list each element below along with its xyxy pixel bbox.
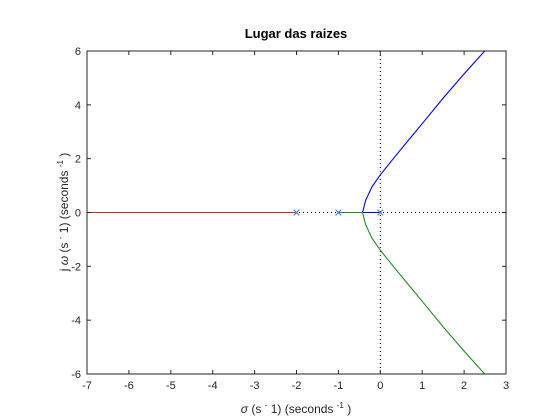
x-tick-label: -5 [166,380,176,392]
pole-marker-stroke [377,209,384,216]
y-axis-sup2: -1 [56,160,65,168]
x-axis-part1: (s [251,402,261,416]
y-axis-part2: 1) (seconds [57,171,71,234]
ticks [86,50,507,375]
pole-marker-stroke [293,209,300,216]
y-tick-label: -6 [71,369,81,381]
x-axis-sigma: σ [241,402,249,416]
x-axis-sup1: - [265,401,268,410]
x-tick-label: 2 [461,380,467,392]
pole-marker-3 [377,209,384,216]
x-axis-label: σ (s - 1) (seconds -1 ) [241,397,351,416]
x-tick-labels: -7 -6 -5 -4 -3 -2 -1 0 1 2 3 [82,380,509,392]
x-tick-label: 3 [503,380,509,392]
y-tick-label: 4 [75,100,81,112]
x-tick-label: -6 [124,380,134,392]
x-tick-label: -7 [82,380,92,392]
y-axis-j: j [57,269,71,273]
x-tick-label: 1 [419,380,425,392]
x-tick-label: 0 [377,380,383,392]
x-tick-label: -3 [250,380,260,392]
locus-branch-2 [361,51,486,214]
pole-marker-stroke [335,209,342,216]
plot-content [87,51,506,374]
y-tick-label: 2 [75,154,81,166]
x-tick-label: -4 [208,380,218,392]
pole-marker-2 [335,209,342,216]
x-axis-part2: 1) (seconds [271,402,334,416]
y-tick-labels: -6 -4 -2 0 2 4 6 [71,46,81,381]
chart-title: Lugar das raizes [245,26,348,41]
y-axis-label: j ω (s - 1) (seconds -1 ) [52,153,71,273]
locus-branch-3 [338,211,486,374]
x-tick-label: -1 [334,380,344,392]
y-tick-label: -4 [71,315,81,327]
y-axis-part3: ) [57,153,71,157]
y-tick-label: 0 [75,208,81,220]
x-tick-label: -2 [292,380,302,392]
x-axis-sup2: -1 [337,401,345,410]
y-tick-label: 6 [75,46,81,58]
y-axis-sup1: - [56,236,65,239]
y-axis-part1: (s [57,243,71,253]
y-tick-label: -2 [71,261,81,273]
pole-marker-1 [293,209,300,216]
x-axis-part3: ) [347,402,351,416]
y-axis-omega: ω [57,256,71,265]
